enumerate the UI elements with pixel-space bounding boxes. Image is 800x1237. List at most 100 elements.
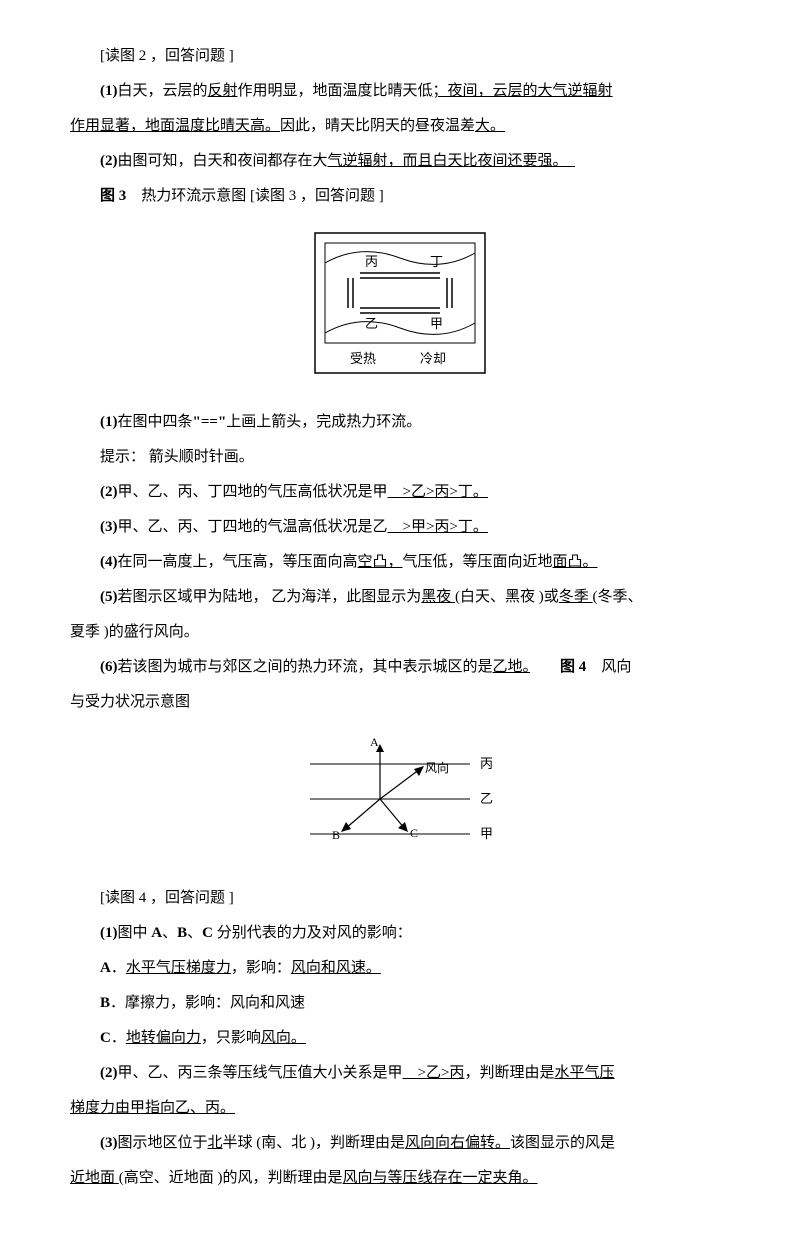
svg-text:乙: 乙	[480, 791, 493, 806]
text: 作用明显，地面温度比晴天低	[238, 83, 433, 99]
text: 因此，晴天比阴天的昼夜温差	[280, 118, 475, 134]
answer: 乙地。	[493, 659, 531, 675]
svg-text:风向: 风向	[425, 760, 449, 775]
q3-6: (6)若该图为城市与郊区之间的热力环流，其中表示城区的是乙地。 图 4 风向	[70, 651, 730, 684]
answer: 水平气压梯度力	[126, 960, 231, 976]
text: (冬季、	[593, 589, 643, 605]
text: 在图中四条	[118, 414, 193, 430]
blank-line	[560, 153, 575, 169]
q4-1: (1)图中 A、B、C 分别代表的力及对风的影响：	[70, 917, 730, 950]
text: ，只影响	[201, 1030, 261, 1046]
answer: >乙>丙>丁。	[388, 484, 488, 500]
q3-5: (5)若图示区域甲为陆地， 乙为海洋，此图显示为黑夜 (白天、黑夜 )或冬季 (…	[70, 581, 730, 614]
text: 若图示区域甲为陆地， 乙为海洋，此图显示为	[118, 589, 422, 605]
q3-hint: 提示： 箭头顺时针画。	[70, 441, 730, 474]
diagram-wind-force: 丙 乙 甲 A 风向 B C	[70, 734, 730, 867]
fig2-intro: [读图 2 ，回答问题 ]	[70, 40, 730, 73]
answer: ；夜间，云层的大气逆辐射	[433, 83, 613, 99]
q3-3: (3)甲、乙、丙、丁四地的气温高低状况是乙 >甲>丙>丁。	[70, 511, 730, 544]
svg-text:乙: 乙	[365, 316, 378, 331]
label-a: A	[100, 960, 111, 976]
answer: >甲>丙>丁。	[388, 519, 488, 535]
label-c: C	[100, 1030, 111, 1046]
q3-4: (4)在同一高度上，气压高，等压面向高空凸，气压低，等压面向近地面凸。	[70, 546, 730, 579]
svg-text:甲: 甲	[430, 316, 443, 331]
wind-force-svg: 丙 乙 甲 A 风向 B C	[290, 734, 510, 854]
q4-2: (2)甲、乙、丙三条等压线气压值大小关系是甲 >乙>丙，判断理由是水平气压	[70, 1057, 730, 1090]
svg-text:受热: 受热	[350, 351, 376, 366]
answer: 风向向右偏转。	[405, 1135, 510, 1151]
text: ．摩擦力，影响：风向和风速	[110, 995, 305, 1011]
label-b: B	[100, 995, 110, 1011]
text: 上画上箭头，完成热力环流。	[226, 414, 421, 430]
answer: 气逆辐射，而且白天比夜间还要强。	[328, 153, 561, 169]
q4-2-cont: 梯度力由甲指向乙、丙。	[70, 1092, 730, 1125]
fig4-intro: [读图 4 ，回答问题 ]	[70, 882, 730, 915]
label-c: C	[202, 925, 213, 941]
text: 图中	[118, 925, 152, 941]
q4-3-num: (3)	[100, 1135, 118, 1151]
text: 由图可知，白天和夜间都存在大	[118, 153, 328, 169]
answer: 大。	[475, 118, 505, 134]
q2-2: (2)由图可知，白天和夜间都存在大气逆辐射，而且白天比夜间还要强。	[70, 145, 730, 178]
q3-2-num: (2)	[100, 484, 118, 500]
label-a: A	[151, 925, 162, 941]
svg-text:丙: 丙	[365, 254, 378, 269]
q4-c: C．地转偏向力，只影响风向。	[70, 1022, 730, 1055]
diagram-thermal-circulation: 丙 丁 乙 甲 受热 冷却	[70, 228, 730, 391]
answer: 地转偏向力	[126, 1030, 201, 1046]
text: ．	[111, 960, 126, 976]
text: 气压低，等压面向近地	[403, 554, 553, 570]
text: 若该图为城市与郊区之间的热力环流，其中表示城区的是	[118, 659, 493, 675]
answer: 风向。	[261, 1030, 306, 1046]
q4-a: A．水平气压梯度力，影响：风向和风速。	[70, 952, 730, 985]
label-b: B	[177, 925, 187, 941]
q2-1-cont: 作用显著，地面温度比晴天高。因此，晴天比阴天的昼夜温差大。	[70, 110, 730, 143]
thermal-circulation-svg: 丙 丁 乙 甲 受热 冷却	[310, 228, 490, 378]
q2-2-num: (2)	[100, 153, 118, 169]
svg-text:B: B	[332, 828, 340, 842]
answer: 冬季	[559, 589, 593, 605]
text: 甲、乙、丙、丁四地的气压高低状况是甲	[118, 484, 388, 500]
text: 分别代表的力及对风的影响：	[213, 925, 412, 941]
text: (白天、黑夜 )或	[455, 589, 559, 605]
answer: 梯度力由甲指向乙、丙。	[70, 1100, 235, 1116]
text: ，影响：	[231, 960, 291, 976]
q2-1-num: (1)	[100, 83, 118, 99]
q3-2: (2)甲、乙、丙、丁四地的气压高低状况是甲 >乙>丙>丁。	[70, 476, 730, 509]
text: 该图显示的风是	[510, 1135, 615, 1151]
answer: >乙>丙	[403, 1065, 465, 1081]
fig4-num: 图 4	[560, 659, 586, 675]
svg-text:丁: 丁	[430, 254, 443, 269]
svg-text:丙: 丙	[480, 756, 493, 771]
answer: 风向与等压线存在一定夹角。	[343, 1170, 538, 1186]
text: 在同一高度上，气压高，等压面向高	[118, 554, 358, 570]
q3-1-num: (1)	[100, 414, 118, 430]
answer: 北	[208, 1135, 223, 1151]
svg-text:冷却: 冷却	[420, 351, 446, 366]
q4-2-num: (2)	[100, 1065, 118, 1081]
q3-1: (1)在图中四条"=="上画上箭头，完成热力环流。	[70, 406, 730, 439]
svg-text:甲: 甲	[480, 826, 493, 841]
q4-1-num: (1)	[100, 925, 118, 941]
q4-3: (3)图示地区位于北半球 (南、北 )，判断理由是风向向右偏转。该图显示的风是	[70, 1127, 730, 1160]
answer: 作用显著，地面温度比晴天高。	[70, 118, 280, 134]
svg-text:C: C	[410, 826, 418, 840]
answer: 黑夜	[421, 589, 455, 605]
q2-1: (1)白天，云层的反射作用明显，地面温度比晴天低；夜间，云层的大气逆辐射	[70, 75, 730, 108]
answer: 空凸，	[358, 554, 403, 570]
text: 图示地区位于	[118, 1135, 208, 1151]
svg-text:A: A	[370, 735, 379, 749]
q3-4-num: (4)	[100, 554, 118, 570]
text: 甲、乙、丙、丁四地的气温高低状况是乙	[118, 519, 388, 535]
text: 风向	[586, 659, 631, 675]
fig3-title: 图 3 热力环流示意图 [读图 3 ，回答问题 ]	[70, 180, 730, 213]
q3-5-cont: 夏季 )的盛行风向。	[70, 616, 730, 649]
answer: 风向和风速。	[291, 960, 381, 976]
q3-5-num: (5)	[100, 589, 118, 605]
fig3-num: 图 3	[100, 188, 126, 204]
answer: 水平气压	[554, 1065, 614, 1081]
answer: 反射	[208, 83, 238, 99]
fig4-title-cont: 与受力状况示意图	[70, 686, 730, 719]
text: 热力环流示意图 [读图 3 ，回答问题 ]	[126, 188, 384, 204]
